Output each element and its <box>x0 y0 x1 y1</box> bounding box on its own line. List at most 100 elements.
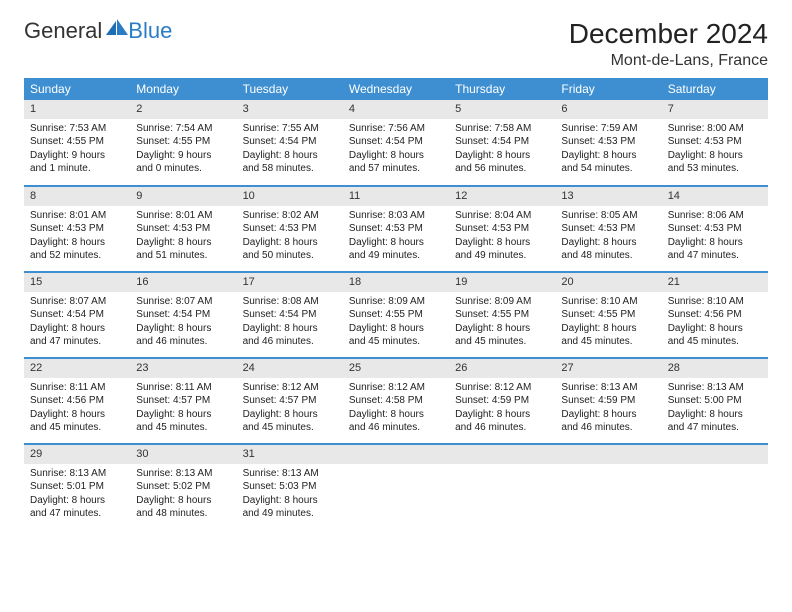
sunrise-line: Sunrise: 7:59 AM <box>561 122 655 136</box>
sunrise-line: Sunrise: 8:13 AM <box>668 381 762 395</box>
day-body: Sunrise: 8:13 AMSunset: 4:59 PMDaylight:… <box>555 378 661 439</box>
day-number: 22 <box>24 359 130 378</box>
daylight-line: Daylight: 8 hours and 45 minutes. <box>668 322 762 349</box>
sunset-line: Sunset: 4:54 PM <box>30 308 124 322</box>
daylight-line: Daylight: 8 hours and 58 minutes. <box>243 149 337 176</box>
daylight-line: Daylight: 8 hours and 45 minutes. <box>243 408 337 435</box>
calendar-row: 29Sunrise: 8:13 AMSunset: 5:01 PMDayligh… <box>24 444 768 530</box>
daylight-line: Daylight: 8 hours and 46 minutes. <box>349 408 443 435</box>
daylight-line: Daylight: 8 hours and 46 minutes. <box>455 408 549 435</box>
sunrise-line: Sunrise: 8:03 AM <box>349 209 443 223</box>
day-body: Sunrise: 8:00 AMSunset: 4:53 PMDaylight:… <box>662 119 768 180</box>
daylight-line: Daylight: 8 hours and 46 minutes. <box>136 322 230 349</box>
sunset-line: Sunset: 5:03 PM <box>243 480 337 494</box>
day-number: 8 <box>24 187 130 206</box>
sunrise-line: Sunrise: 8:07 AM <box>136 295 230 309</box>
sunset-line: Sunset: 4:56 PM <box>668 308 762 322</box>
daylight-line: Daylight: 8 hours and 54 minutes. <box>561 149 655 176</box>
calendar-cell: 27Sunrise: 8:13 AMSunset: 4:59 PMDayligh… <box>555 358 661 444</box>
day-number: 6 <box>555 100 661 119</box>
calendar-cell: 30Sunrise: 8:13 AMSunset: 5:02 PMDayligh… <box>130 444 236 530</box>
logo: General Blue <box>24 18 172 44</box>
col-friday: Friday <box>555 78 661 100</box>
col-tuesday: Tuesday <box>237 78 343 100</box>
sunset-line: Sunset: 4:59 PM <box>561 394 655 408</box>
daylight-line: Daylight: 8 hours and 46 minutes. <box>561 408 655 435</box>
day-number: 10 <box>237 187 343 206</box>
sunset-line: Sunset: 4:53 PM <box>455 222 549 236</box>
title-block: December 2024 Mont-de-Lans, France <box>569 18 768 70</box>
calendar-cell: 9Sunrise: 8:01 AMSunset: 4:53 PMDaylight… <box>130 186 236 272</box>
day-number: 12 <box>449 187 555 206</box>
day-number: 21 <box>662 273 768 292</box>
day-number: 20 <box>555 273 661 292</box>
calendar-cell <box>343 444 449 530</box>
calendar-cell: 20Sunrise: 8:10 AMSunset: 4:55 PMDayligh… <box>555 272 661 358</box>
day-body: Sunrise: 8:06 AMSunset: 4:53 PMDaylight:… <box>662 206 768 267</box>
day-body: Sunrise: 8:10 AMSunset: 4:56 PMDaylight:… <box>662 292 768 353</box>
day-body: Sunrise: 8:01 AMSunset: 4:53 PMDaylight:… <box>130 206 236 267</box>
calendar-cell: 1Sunrise: 7:53 AMSunset: 4:55 PMDaylight… <box>24 100 130 186</box>
day-body: Sunrise: 7:59 AMSunset: 4:53 PMDaylight:… <box>555 119 661 180</box>
daylight-line: Daylight: 8 hours and 46 minutes. <box>243 322 337 349</box>
day-number: 27 <box>555 359 661 378</box>
sunrise-line: Sunrise: 8:12 AM <box>455 381 549 395</box>
sunset-line: Sunset: 4:53 PM <box>668 135 762 149</box>
day-number: 23 <box>130 359 236 378</box>
day-number: 7 <box>662 100 768 119</box>
sunset-line: Sunset: 4:54 PM <box>243 308 337 322</box>
sunrise-line: Sunrise: 7:53 AM <box>30 122 124 136</box>
calendar-cell: 4Sunrise: 7:56 AMSunset: 4:54 PMDaylight… <box>343 100 449 186</box>
daylight-line: Daylight: 8 hours and 45 minutes. <box>349 322 443 349</box>
col-saturday: Saturday <box>662 78 768 100</box>
sunrise-line: Sunrise: 8:02 AM <box>243 209 337 223</box>
header: General Blue December 2024 Mont-de-Lans,… <box>24 18 768 70</box>
day-body: Sunrise: 7:54 AMSunset: 4:55 PMDaylight:… <box>130 119 236 180</box>
calendar-cell: 5Sunrise: 7:58 AMSunset: 4:54 PMDaylight… <box>449 100 555 186</box>
calendar-cell: 26Sunrise: 8:12 AMSunset: 4:59 PMDayligh… <box>449 358 555 444</box>
sunset-line: Sunset: 4:53 PM <box>668 222 762 236</box>
daylight-line: Daylight: 8 hours and 45 minutes. <box>561 322 655 349</box>
daylight-line: Daylight: 8 hours and 48 minutes. <box>136 494 230 521</box>
sunrise-line: Sunrise: 8:11 AM <box>136 381 230 395</box>
sunset-line: Sunset: 4:54 PM <box>349 135 443 149</box>
day-number: 14 <box>662 187 768 206</box>
calendar-cell: 16Sunrise: 8:07 AMSunset: 4:54 PMDayligh… <box>130 272 236 358</box>
sunrise-line: Sunrise: 8:09 AM <box>455 295 549 309</box>
day-body: Sunrise: 8:13 AMSunset: 5:00 PMDaylight:… <box>662 378 768 439</box>
calendar-cell: 21Sunrise: 8:10 AMSunset: 4:56 PMDayligh… <box>662 272 768 358</box>
sunrise-line: Sunrise: 7:58 AM <box>455 122 549 136</box>
sunrise-line: Sunrise: 8:01 AM <box>30 209 124 223</box>
calendar-cell: 29Sunrise: 8:13 AMSunset: 5:01 PMDayligh… <box>24 444 130 530</box>
day-body: Sunrise: 8:10 AMSunset: 4:55 PMDaylight:… <box>555 292 661 353</box>
calendar-cell: 6Sunrise: 7:59 AMSunset: 4:53 PMDaylight… <box>555 100 661 186</box>
day-body: Sunrise: 8:11 AMSunset: 4:57 PMDaylight:… <box>130 378 236 439</box>
sunrise-line: Sunrise: 8:04 AM <box>455 209 549 223</box>
sunset-line: Sunset: 4:55 PM <box>561 308 655 322</box>
day-body: Sunrise: 7:53 AMSunset: 4:55 PMDaylight:… <box>24 119 130 180</box>
daylight-line: Daylight: 8 hours and 52 minutes. <box>30 236 124 263</box>
calendar-cell: 11Sunrise: 8:03 AMSunset: 4:53 PMDayligh… <box>343 186 449 272</box>
sunrise-line: Sunrise: 8:10 AM <box>668 295 762 309</box>
calendar-cell: 22Sunrise: 8:11 AMSunset: 4:56 PMDayligh… <box>24 358 130 444</box>
calendar-cell: 8 Sunrise: 8:01 AMSunset: 4:53 PMDaylight… <box>24 186 130 272</box>
day-body: Sunrise: 8:12 AMSunset: 4:59 PMDaylight:… <box>449 378 555 439</box>
calendar-cell: 19Sunrise: 8:09 AMSunset: 4:55 PMDayligh… <box>449 272 555 358</box>
day-number: 28 <box>662 359 768 378</box>
weekday-header-row: Sunday Monday Tuesday Wednesday Thursday… <box>24 78 768 100</box>
daylight-line: Daylight: 8 hours and 53 minutes. <box>668 149 762 176</box>
day-number-empty <box>449 445 555 464</box>
calendar-cell: 2Sunrise: 7:54 AMSunset: 4:55 PMDaylight… <box>130 100 236 186</box>
day-body: Sunrise: 8:09 AMSunset: 4:55 PMDaylight:… <box>343 292 449 353</box>
day-number: 30 <box>130 445 236 464</box>
sunrise-line: Sunrise: 8:12 AM <box>243 381 337 395</box>
daylight-line: Daylight: 8 hours and 45 minutes. <box>136 408 230 435</box>
day-number: 18 <box>343 273 449 292</box>
daylight-line: Daylight: 8 hours and 49 minutes. <box>349 236 443 263</box>
col-wednesday: Wednesday <box>343 78 449 100</box>
sunset-line: Sunset: 4:53 PM <box>30 222 124 236</box>
sunrise-line: Sunrise: 8:06 AM <box>668 209 762 223</box>
sunset-line: Sunset: 4:53 PM <box>243 222 337 236</box>
daylight-line: Daylight: 9 hours and 1 minute. <box>30 149 124 176</box>
daylight-line: Daylight: 8 hours and 56 minutes. <box>455 149 549 176</box>
